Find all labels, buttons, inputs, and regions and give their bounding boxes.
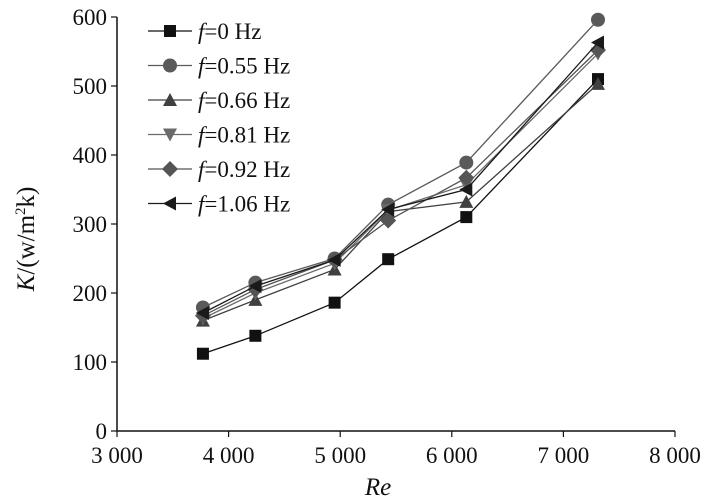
- legend-label: f=0 Hz: [198, 19, 261, 44]
- legend-marker: [163, 93, 177, 106]
- legend-label: f=0.55 Hz: [198, 54, 290, 79]
- legend-entry: f=0.81 Hz: [148, 123, 290, 148]
- x-tick-label: 8 000: [649, 443, 701, 468]
- data-point: [590, 76, 605, 90]
- x-tick-label: 6 000: [426, 443, 478, 468]
- data-point: [248, 279, 262, 294]
- series-line: [202, 49, 599, 317]
- legend-entry: f=0 Hz: [148, 19, 261, 44]
- x-tick-label: 3 000: [91, 443, 143, 468]
- data-point: [460, 211, 473, 224]
- data-point: [590, 35, 604, 50]
- legend-entry: f=0.66 Hz: [148, 88, 290, 113]
- series-5: [195, 35, 604, 321]
- series-0: [196, 73, 604, 360]
- y-tick-label: 500: [73, 74, 108, 99]
- data-point: [459, 194, 474, 208]
- legend: f=0 Hz f=0.55 Hz f=0.66 Hz f=0.81 Hz f=0.92 …: [148, 19, 290, 217]
- data-point: [590, 12, 605, 27]
- legend-entry: f=1.06 Hz: [148, 192, 290, 217]
- y-tick-label: 600: [73, 5, 108, 30]
- data-point: [459, 155, 474, 170]
- x-axis-label: Re: [364, 474, 391, 501]
- legend-marker: [163, 58, 177, 73]
- data-point: [196, 347, 209, 360]
- y-axis-label: K/(w/m2k): [13, 187, 40, 293]
- x-tick-label: 4 000: [203, 443, 255, 468]
- y-tick-label: 300: [73, 212, 108, 237]
- data-point: [327, 252, 341, 267]
- y-tick-label: 100: [73, 350, 108, 375]
- series-layer: [194, 12, 606, 360]
- series-line: [202, 53, 599, 320]
- legend-marker: [164, 25, 176, 37]
- data-point: [249, 329, 262, 342]
- series-line: [202, 78, 599, 355]
- series-line: [202, 42, 599, 314]
- axes: 0 100 200 300 400 500 600 3 000 4 000 5 000 6 000 7…: [13, 5, 701, 501]
- x-tick-label: 7 000: [538, 443, 590, 468]
- legend-label: f=0.81 Hz: [198, 123, 290, 148]
- y-tick-label: 400: [73, 143, 108, 168]
- series-line: [202, 19, 599, 309]
- y-tick-label: 200: [73, 281, 108, 306]
- legend-marker: [163, 128, 177, 142]
- legend-label: f=0.66 Hz: [198, 88, 290, 113]
- legend-label: f=0.92 Hz: [198, 157, 290, 182]
- data-point: [459, 182, 473, 197]
- legend-label: f=1.06 Hz: [198, 192, 290, 217]
- data-point: [195, 306, 209, 321]
- data-point: [382, 253, 395, 266]
- data-point: [380, 212, 397, 229]
- legend-entry: f=0.55 Hz: [148, 54, 290, 79]
- x-tick-label: 5 000: [314, 443, 366, 468]
- data-point: [381, 202, 395, 217]
- legend-marker: [162, 161, 178, 177]
- legend-marker: [163, 196, 176, 211]
- y-tick-label: 0: [96, 419, 108, 444]
- data-point: [328, 296, 341, 309]
- data-point: [458, 169, 475, 186]
- legend-entry: f=0.92 Hz: [148, 157, 290, 182]
